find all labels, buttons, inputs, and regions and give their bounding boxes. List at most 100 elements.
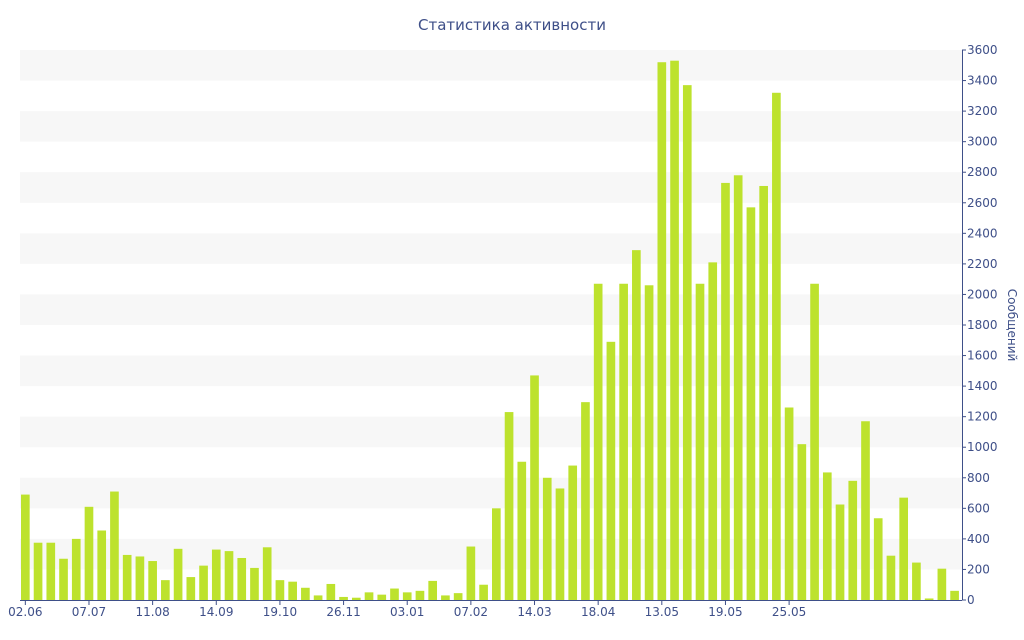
y-tick-label: 2000 (967, 287, 998, 301)
bar (517, 461, 527, 600)
bar (873, 518, 883, 600)
y-tick-label: 1600 (967, 349, 998, 363)
bar (377, 594, 387, 600)
bar (542, 477, 552, 600)
bar (504, 412, 514, 600)
bar (59, 558, 68, 600)
y-tick-label: 2800 (967, 165, 998, 179)
bar (581, 402, 590, 600)
bar (441, 595, 450, 600)
bar (224, 551, 234, 600)
bar (135, 556, 145, 600)
bar (619, 283, 628, 600)
bar (186, 577, 196, 600)
y-tick-label: 1000 (967, 440, 998, 454)
bar (110, 491, 119, 600)
bar (428, 580, 438, 600)
bar (695, 283, 705, 600)
bar (173, 548, 183, 600)
grid-band (20, 416, 962, 448)
bar (97, 530, 107, 600)
grid-band (20, 111, 962, 142)
x-tick-label: 26.11 (326, 605, 360, 619)
bar (797, 444, 807, 600)
bar (262, 547, 272, 600)
x-tick-label: 19.05 (708, 605, 742, 619)
x-tick-label: 02.06 (8, 605, 42, 619)
y-tick-label: 0 (967, 593, 975, 607)
y-tick-label: 3600 (967, 43, 998, 57)
bar (555, 488, 565, 600)
bar (721, 182, 730, 601)
grid-band (20, 355, 962, 387)
bar (912, 562, 921, 600)
bar (899, 497, 909, 600)
bar (937, 568, 947, 600)
chart-title: Статистика активности (418, 16, 606, 34)
bar (326, 583, 336, 600)
bar (733, 175, 743, 600)
bar (288, 581, 297, 600)
y-tick-label: 1400 (967, 379, 998, 393)
grid-band (20, 50, 962, 81)
x-tick-label: 18.04 (581, 605, 615, 619)
y-axis-label: Сообщений (1005, 289, 1019, 362)
bar (682, 85, 692, 600)
x-tick-label: 11.08 (135, 605, 169, 619)
bar (351, 597, 361, 600)
y-tick-label: 2400 (967, 226, 998, 240)
bar (784, 407, 794, 600)
bar (33, 542, 43, 600)
bar (71, 538, 81, 600)
bar (861, 421, 870, 600)
bar (148, 561, 157, 600)
bar (950, 590, 959, 600)
bar (479, 584, 488, 600)
bar (199, 565, 208, 601)
x-tick-label: 07.07 (72, 605, 106, 619)
grid-bands (20, 50, 962, 570)
y-tick-label: 600 (967, 501, 990, 515)
x-tick-label: 07.02 (454, 605, 488, 619)
bar (848, 480, 858, 600)
bar (593, 283, 603, 600)
bar (466, 546, 476, 600)
x-tick-label: 13.05 (645, 605, 679, 619)
x-tick-label: 19.10 (263, 605, 297, 619)
bar (657, 62, 667, 601)
bar (530, 375, 539, 600)
x-tick-label: 25.05 (772, 605, 806, 619)
x-axis: 02.06 07.07 11.08 14.09 19.10 26.11 03.01 07.02… (8, 600, 962, 619)
bar (759, 185, 768, 600)
y-tick-label: 800 (967, 471, 990, 485)
y-tick-label: 1200 (967, 410, 998, 424)
bar (84, 506, 94, 600)
bar (810, 283, 819, 600)
y-tick-label: 1800 (967, 318, 998, 332)
bar (822, 472, 832, 600)
x-tick-label: 14.09 (199, 605, 233, 619)
y-axis: 0 200 400 600 800 1000 1200 1400 1600 1800 2000 220… (962, 43, 998, 607)
bar (746, 207, 756, 601)
grid-band (20, 233, 962, 264)
bar (632, 250, 641, 600)
bar (644, 285, 654, 600)
bar (339, 596, 348, 600)
bar (390, 588, 399, 600)
y-tick-label: 2200 (967, 257, 998, 271)
bars-group (21, 60, 959, 601)
bar (453, 593, 463, 601)
bar (313, 595, 323, 600)
bar (122, 554, 132, 600)
x-tick-label: 14.03 (517, 605, 551, 619)
x-tick-label: 03.01 (390, 605, 424, 619)
bar (924, 598, 934, 600)
y-tick-label: 200 (967, 562, 990, 576)
bar (772, 92, 781, 600)
bar (211, 549, 221, 600)
bar (237, 557, 247, 600)
bar (161, 580, 170, 600)
bar (46, 542, 56, 600)
grid-band (20, 172, 962, 203)
